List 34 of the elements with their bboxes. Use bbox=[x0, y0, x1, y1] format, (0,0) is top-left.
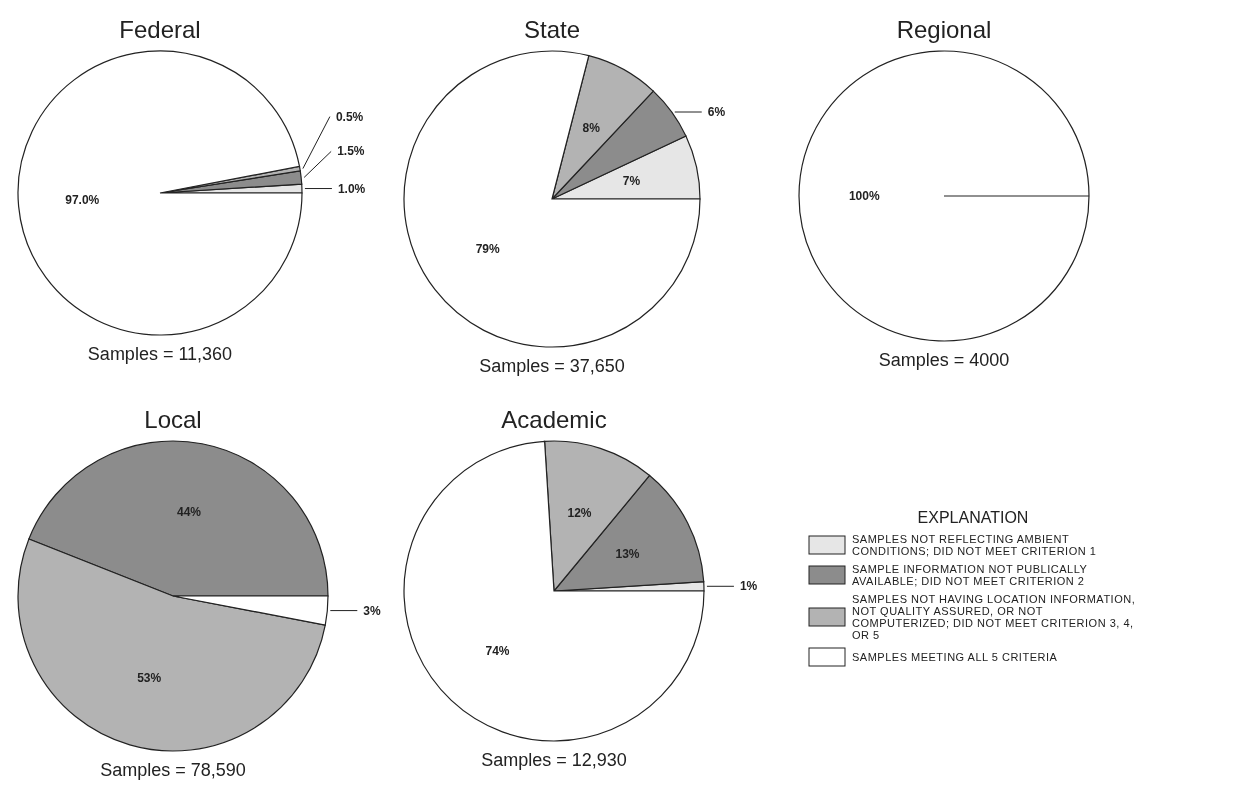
text: Samples = 37,650 bbox=[478, 356, 626, 377]
data-label: 1.5% bbox=[337, 144, 365, 159]
pie-slice bbox=[403, 50, 701, 348]
data-label: 53% bbox=[137, 670, 162, 685]
data-label: 97.0% bbox=[65, 193, 100, 208]
data-label: 12% bbox=[567, 505, 592, 520]
chart-title: Regional bbox=[895, 16, 993, 45]
pie-slice bbox=[17, 50, 303, 336]
text: Samples = 4000 bbox=[877, 350, 1011, 371]
data-label: 6% bbox=[707, 105, 726, 120]
data-label: 3% bbox=[363, 603, 381, 618]
legend-label: SAMPLES NOT HAVING LOCATION INFORMATION, NOT QUALITY ASSURED, OR NOT COMPUTERIZED; DID NOT MEET CRITERION 3, 4, OR 5 bbox=[852, 593, 1137, 641]
data-label: 7% bbox=[622, 174, 641, 189]
data-label: 1.0% bbox=[337, 181, 366, 196]
pie-slice bbox=[403, 440, 705, 742]
data-label: 74% bbox=[485, 644, 510, 659]
data-label: 13% bbox=[615, 546, 640, 561]
data-label: 1% bbox=[739, 579, 758, 594]
chart-title: Local bbox=[143, 406, 203, 435]
data-label: 0.5% bbox=[335, 109, 364, 124]
data-label: 44% bbox=[176, 505, 202, 520]
data-label: 100% bbox=[848, 189, 880, 203]
legend-label: SAMPLE INFORMATION NOT PUBLICALLY AVAILABLE; DID NOT MEET CRITERION 2 bbox=[852, 563, 1089, 587]
chart-title: Federal bbox=[118, 16, 202, 45]
text: Samples = 12,930 bbox=[480, 750, 628, 771]
legend-title: EXPLANATION bbox=[916, 509, 1030, 527]
chart-title: State bbox=[522, 16, 581, 45]
data-label: 8% bbox=[582, 120, 601, 135]
text: Samples = 11,360 bbox=[86, 344, 234, 365]
legend-label: SAMPLES MEETING ALL 5 CRITERIA bbox=[852, 651, 1058, 663]
chart-title: Academic bbox=[500, 406, 608, 435]
data-label: 79% bbox=[475, 241, 501, 256]
legend-label: SAMPLES NOT REFLECTING AMBIENT CONDITIONS; DID NOT MEET CRITERION 1 bbox=[852, 533, 1098, 557]
text: Samples = 78,590 bbox=[99, 760, 247, 781]
